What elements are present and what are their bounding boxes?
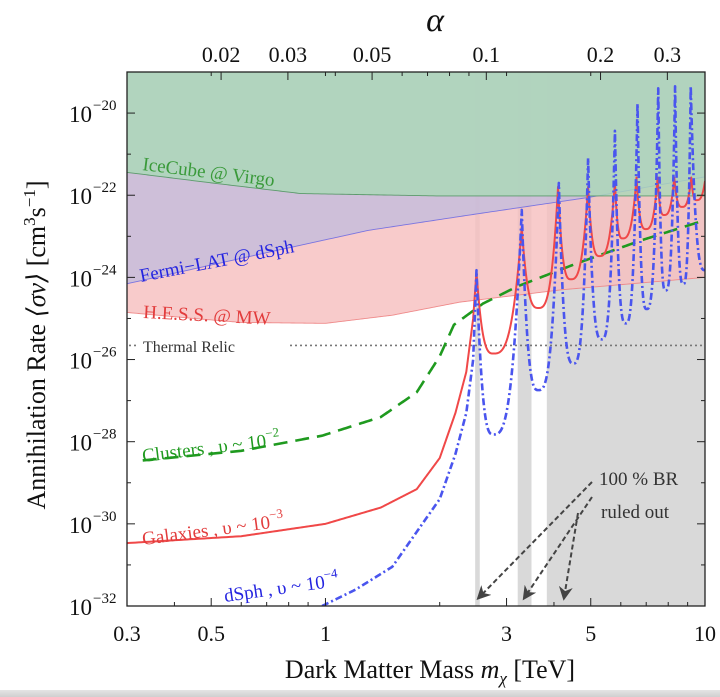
y-tick-label-exponent: −32 bbox=[93, 591, 116, 607]
ruled-out-arrow bbox=[522, 496, 593, 601]
constraint-region bbox=[127, 72, 705, 196]
top-tick-label: 0.2 bbox=[587, 42, 615, 67]
x-tick-label: 5 bbox=[585, 621, 596, 646]
annotation-line1: 100 % BR bbox=[599, 469, 679, 490]
top-tick-label: 0.05 bbox=[353, 42, 392, 67]
window-bottom-edge bbox=[0, 690, 720, 697]
x-tick-label: 1 bbox=[320, 621, 331, 646]
series-line bbox=[142, 221, 700, 462]
y-tick-label-exponent: −20 bbox=[93, 98, 116, 114]
ruled-out-arrows bbox=[476, 481, 593, 601]
y-tick-label-base: 10 bbox=[69, 595, 92, 620]
y-tick-label-base: 10 bbox=[69, 184, 92, 209]
x-tick-label: 0.3 bbox=[113, 621, 141, 646]
x-tick-label: 10 bbox=[694, 621, 716, 646]
y-tick-label-exponent: −30 bbox=[93, 509, 116, 525]
constraint-boundary bbox=[127, 171, 705, 197]
series-line bbox=[321, 84, 705, 606]
thermal-relic-label: Thermal Relic bbox=[143, 339, 235, 356]
y-tick-label-exponent: −24 bbox=[93, 262, 117, 278]
constraint-regions bbox=[127, 72, 705, 324]
y-tick-label-base: 10 bbox=[69, 513, 92, 538]
series-curves bbox=[127, 84, 705, 606]
constraint-boundary bbox=[127, 276, 705, 324]
annotation-line2: ruled out bbox=[601, 502, 670, 523]
ruled-out-arrow bbox=[476, 481, 593, 601]
top-tick-label: 0.3 bbox=[654, 42, 682, 67]
excluded-band bbox=[475, 72, 480, 606]
top-tick-label: 0.1 bbox=[473, 42, 501, 67]
ruled-out-arrow bbox=[558, 512, 579, 601]
top-tick-label: 0.03 bbox=[269, 42, 308, 67]
y-tick-label-base: 10 bbox=[69, 431, 92, 456]
axis-ticks: 0.3 0.5 1 3 5 100.02 0.03 0.05 0.1 0.2 0.310 −2010−… bbox=[69, 42, 716, 646]
x-axis-title: Dark Matter Mass mχ [TeV] bbox=[285, 655, 575, 688]
galaxies-label: Galaxies , υ ~ 10−3 bbox=[140, 506, 285, 550]
clusters-label: Clusters , υ ~ 10−2 bbox=[140, 424, 281, 467]
series-line bbox=[127, 176, 705, 545]
top-tick-label: 0.02 bbox=[202, 42, 241, 67]
top-axis-title: α bbox=[426, 2, 445, 39]
dsph-label: dSph , υ ~ 10−4 bbox=[222, 565, 340, 607]
plot-frame bbox=[126, 71, 706, 607]
y-tick-label-base: 10 bbox=[69, 349, 92, 374]
y-tick-label-base: 10 bbox=[69, 266, 92, 291]
x-tick-label: 0.5 bbox=[197, 621, 225, 646]
y-tick-label-exponent: −22 bbox=[93, 180, 116, 196]
y-tick-label-exponent: −26 bbox=[93, 345, 117, 361]
y-axis-title: Annihilation Rate ⟨σv⟩ [cm3s−1] bbox=[20, 180, 51, 509]
y-tick-label-exponent: −28 bbox=[93, 427, 116, 443]
y-tick-label-base: 10 bbox=[69, 102, 92, 127]
x-tick-label: 3 bbox=[501, 621, 512, 646]
